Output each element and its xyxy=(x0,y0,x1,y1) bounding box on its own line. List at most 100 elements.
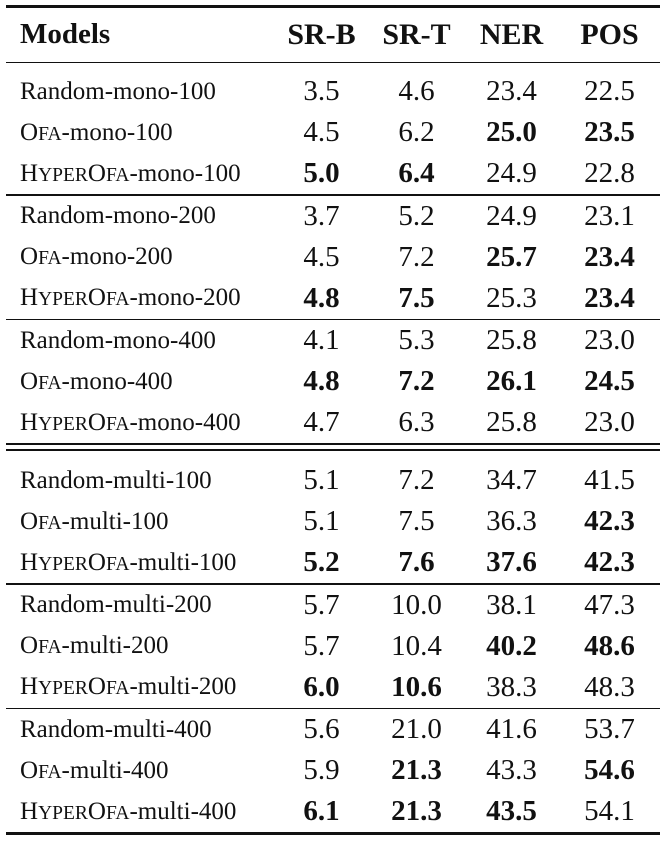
srb-value: 4.7 xyxy=(303,406,340,438)
srt-value: 7.6 xyxy=(398,546,435,578)
table-row: Random-mono-100 3.5 4.6 23.4 22.5 xyxy=(6,71,660,112)
model-name-part: FA xyxy=(105,553,130,575)
srb-value: 5.9 xyxy=(303,754,340,786)
model-name-part: FA xyxy=(38,637,62,658)
table-row: Random-multi-100 5.1 7.2 34.7 41.5 xyxy=(6,460,660,501)
model-name-cell: OFA-multi-200 xyxy=(6,632,274,660)
table-row: OFA-multi-200 5.7 10.4 40.2 48.6 xyxy=(6,626,660,667)
pos-value: 23.4 xyxy=(584,281,635,314)
header-srt: SR-T xyxy=(382,17,451,51)
ner-value: 36.3 xyxy=(486,505,537,537)
model-name-part: FA xyxy=(38,123,62,145)
table-row: Random-mono-400 4.1 5.3 25.8 23.0 xyxy=(6,320,660,361)
model-name-part: O xyxy=(87,408,106,436)
model-name-cell: Random-mono-200 xyxy=(6,202,274,230)
table-row: HYPEROFA-mono-100 5.0 6.4 24.9 22.8 xyxy=(6,153,660,194)
model-name-part: YPER xyxy=(38,413,88,435)
ner-value: 43.3 xyxy=(486,754,537,786)
table-body: Random-mono-100 3.5 4.6 23.4 22.5 OFA-mono-10… xyxy=(6,63,660,832)
ner-value: 41.6 xyxy=(486,713,537,745)
ner-value: 43.5 xyxy=(486,795,537,827)
model-name-part: O xyxy=(20,756,39,784)
srb-value: 4.8 xyxy=(303,365,340,397)
ner-value: 34.7 xyxy=(486,464,537,496)
model-name-part: Random-multi-400 xyxy=(20,715,212,743)
model-name-cell: HYPEROFA-multi-100 xyxy=(6,549,274,577)
srt-value: 10.0 xyxy=(391,588,442,621)
table-row: HYPEROFA-mono-200 4.8 7.5 25.3 23.4 xyxy=(6,278,660,319)
ner-value: 25.8 xyxy=(486,324,537,356)
table-row: HYPEROFA-mono-400 4.7 6.3 25.8 23.0 xyxy=(6,402,660,443)
model-name-cell: Random-mono-100 xyxy=(6,78,274,106)
model-name-part: YPER xyxy=(38,553,88,575)
model-name-part: -multi-100 xyxy=(129,548,237,576)
srb-value: 4.8 xyxy=(303,281,340,314)
ner-value: 23.4 xyxy=(486,75,537,107)
table-row: Random-multi-400 5.6 21.0 41.6 53.7 xyxy=(6,709,660,750)
model-name-part: O xyxy=(87,673,106,700)
model-name-part: -mono-400 xyxy=(129,408,241,436)
group-rule xyxy=(6,318,660,320)
model-name-part: H xyxy=(20,159,39,187)
model-name-part: -multi-200 xyxy=(129,673,237,700)
table-row: Random-mono-200 3.7 5.2 24.9 23.1 xyxy=(6,196,660,237)
group-rule xyxy=(6,194,660,196)
header-srb: SR-B xyxy=(287,17,356,51)
model-name-cell: HYPEROFA-multi-400 xyxy=(6,798,274,826)
model-name-part: H xyxy=(20,797,39,825)
model-name-cell: OFA-mono-100 xyxy=(6,119,274,147)
srb-value: 3.7 xyxy=(303,199,340,232)
pos-value: 23.4 xyxy=(584,240,635,273)
model-name-part: O xyxy=(87,548,106,576)
srb-value: 5.6 xyxy=(303,713,340,745)
model-name-cell: HYPEROFA-multi-200 xyxy=(6,673,274,701)
pos-value: 23.0 xyxy=(584,324,635,356)
model-name-part: FA xyxy=(105,802,130,824)
model-name-cell: OFA-multi-400 xyxy=(6,757,274,785)
pos-value: 23.1 xyxy=(584,199,635,232)
ner-value: 38.1 xyxy=(486,588,537,621)
model-name-cell: OFA-mono-400 xyxy=(6,368,274,396)
ner-value: 25.8 xyxy=(486,406,537,438)
model-name-cell: Random-multi-100 xyxy=(6,467,274,495)
model-name-part: FA xyxy=(105,413,130,435)
srt-value: 10.6 xyxy=(391,670,442,703)
pos-value: 23.5 xyxy=(584,116,635,148)
srt-value: 4.6 xyxy=(398,75,435,107)
table-row: HYPEROFA-multi-200 6.0 10.6 38.3 48.3 xyxy=(6,667,660,708)
srb-value: 4.5 xyxy=(303,116,340,148)
model-name-cell: Random-multi-200 xyxy=(6,591,274,619)
model-name-part: -multi-100 xyxy=(61,507,169,535)
ner-value: 37.6 xyxy=(486,546,537,578)
model-name-part: O xyxy=(87,284,106,311)
header-rule xyxy=(6,61,660,63)
model-name-part: Random-multi-200 xyxy=(20,591,212,618)
pos-value: 23.0 xyxy=(584,406,635,438)
model-name-part: O xyxy=(87,159,106,187)
model-name-part: FA xyxy=(38,372,62,394)
model-name-part: -mono-200 xyxy=(129,284,241,311)
ner-value: 25.7 xyxy=(486,240,537,273)
pos-value: 48.3 xyxy=(584,670,635,703)
pos-value: 48.6 xyxy=(584,629,635,662)
pos-value: 41.5 xyxy=(584,464,635,496)
srb-value: 6.1 xyxy=(303,795,340,827)
pos-value: 24.5 xyxy=(584,365,635,397)
model-name-part: FA xyxy=(105,289,130,310)
table-row: OFA-mono-100 4.5 6.2 25.0 23.5 xyxy=(6,112,660,153)
srt-value: 7.2 xyxy=(398,240,435,273)
model-name-cell: Random-multi-400 xyxy=(6,716,274,744)
srt-value: 21.3 xyxy=(391,754,442,786)
srt-value: 10.4 xyxy=(391,629,442,662)
model-name-part: -mono-100 xyxy=(61,118,173,146)
srb-value: 5.1 xyxy=(303,505,340,537)
model-name-part: YPER xyxy=(38,802,88,824)
model-name-cell: OFA-multi-100 xyxy=(6,508,274,536)
srt-value: 7.2 xyxy=(398,464,435,496)
model-name-part: -mono-100 xyxy=(129,159,241,187)
group-rule xyxy=(6,583,660,585)
ner-value: 24.9 xyxy=(486,157,537,189)
model-name-part: YPER xyxy=(38,164,88,186)
model-name-part: FA xyxy=(105,164,130,186)
pos-value: 22.8 xyxy=(584,157,635,189)
